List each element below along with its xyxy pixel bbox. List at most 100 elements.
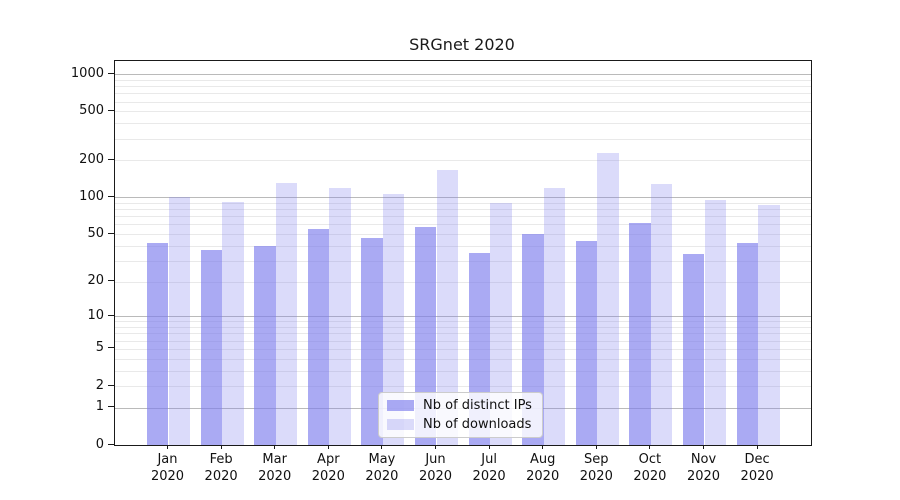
bar-distinct-ips-may: [361, 238, 383, 445]
y-tick-mark: [108, 280, 114, 282]
bar-downloads-jan: [168, 197, 191, 445]
minor-gridline: [115, 327, 811, 329]
x-tick-label: Oct 2020: [633, 452, 667, 484]
y-tick-label: 0: [95, 436, 104, 452]
y-tick-label: 1: [95, 399, 104, 415]
bar-distinct-ips-mar: [254, 245, 276, 445]
x-tick-mark: [649, 445, 651, 449]
x-tick-label: Sep 2020: [579, 452, 613, 484]
x-tick-mark: [595, 445, 597, 449]
x-tick-label: Jan 2020: [150, 452, 185, 484]
y-tick-mark: [108, 72, 114, 74]
minor-gridline: [115, 224, 811, 226]
minor-gridline: [115, 348, 811, 350]
x-tick-mark: [703, 445, 704, 449]
y-tick-mark: [108, 109, 114, 111]
bar-distinct-ips-apr: [307, 229, 330, 445]
minor-gridline: [115, 333, 811, 335]
legend-item-downloads: Nb of downloads: [387, 417, 532, 432]
minor-gridline: [115, 260, 811, 262]
x-tick-label: Dec 2020: [740, 452, 774, 484]
bar-downloads-aug: [543, 188, 566, 445]
y-tick-mark: [108, 232, 114, 234]
y-tick-label: 100: [79, 188, 104, 204]
x-tick-mark: [756, 445, 758, 449]
minor-gridline: [115, 86, 811, 88]
bar-downloads-nov: [704, 200, 727, 445]
y-tick-mark: [108, 314, 114, 316]
x-tick-label: Nov 2020: [686, 452, 721, 484]
bar-distinct-ips-dec: [736, 243, 759, 445]
y-tick-label: 200: [79, 151, 104, 167]
bar-distinct-ips-feb: [200, 249, 223, 445]
legend-label-distinct-ips: Nb of distinct IPs: [423, 398, 532, 413]
bar-distinct-ips-nov: [682, 254, 705, 445]
minor-gridline: [115, 386, 811, 387]
y-tick-label: 50: [87, 225, 104, 241]
y-tick-mark: [108, 347, 114, 349]
x-tick-mark: [220, 445, 222, 449]
legend-swatch-downloads: [387, 419, 414, 430]
x-tick-mark: [274, 445, 276, 449]
bar-downloads-feb: [222, 201, 244, 445]
minor-gridline: [115, 370, 811, 372]
y-tick-mark: [108, 158, 114, 160]
legend-label-downloads: Nb of downloads: [423, 417, 532, 432]
bar-downloads-oct: [650, 184, 673, 445]
major-gridline: [115, 197, 811, 199]
minor-gridline: [115, 160, 811, 162]
x-tick-mark: [327, 445, 329, 449]
y-tick-mark: [108, 443, 114, 445]
minor-gridline: [115, 216, 811, 218]
minor-gridline: [115, 340, 811, 342]
plot-area: [114, 60, 812, 446]
chart-title: SRGnet 2020: [409, 35, 515, 54]
legend-swatch-distinct-ips: [387, 400, 414, 411]
legend: Nb of distinct IPs Nb of downloads: [378, 392, 543, 438]
x-tick-label: Feb 2020: [204, 452, 238, 484]
bar-downloads-sep: [597, 152, 619, 445]
bar-downloads-dec: [758, 205, 780, 445]
bar-downloads-may: [382, 193, 405, 445]
minor-gridline: [115, 209, 811, 211]
y-tick-label: 10: [87, 307, 104, 323]
y-tick-label: 2: [95, 377, 104, 393]
x-tick-label: May 2020: [365, 452, 399, 484]
minor-gridline: [115, 321, 811, 323]
bar-downloads-apr: [329, 187, 351, 445]
bar-downloads-jun: [436, 170, 459, 445]
minor-gridline: [115, 123, 811, 125]
x-tick-mark: [435, 445, 436, 449]
bar-distinct-ips-jun: [414, 227, 437, 445]
bar-distinct-ips-jan: [146, 243, 169, 445]
bar-downloads-jul: [490, 202, 512, 445]
x-tick-mark: [488, 445, 490, 449]
bar-downloads-mar: [275, 183, 298, 445]
x-tick-label: Apr 2020: [311, 452, 345, 484]
x-tick-mark: [167, 445, 168, 449]
y-tick-label: 20: [87, 273, 104, 289]
y-tick-label: 500: [79, 102, 104, 118]
x-tick-label: Mar 2020: [258, 452, 292, 484]
minor-gridline: [115, 79, 811, 81]
x-tick-label: Jun 2020: [418, 452, 453, 484]
minor-gridline: [115, 93, 811, 95]
minor-gridline: [115, 234, 811, 235]
minor-gridline: [115, 202, 811, 204]
major-gridline: [115, 74, 811, 76]
minor-gridline: [115, 101, 811, 103]
minor-gridline: [115, 281, 811, 283]
minor-gridline: [115, 138, 811, 140]
y-tick-mark: [108, 384, 114, 386]
x-tick-mark: [542, 445, 544, 449]
legend-item-distinct-ips: Nb of distinct IPs: [387, 398, 532, 413]
major-gridline: [115, 316, 811, 318]
bar-distinct-ips-sep: [575, 240, 598, 445]
minor-gridline: [115, 358, 811, 360]
y-tick-label: 5: [95, 340, 104, 356]
minor-gridline: [115, 245, 811, 247]
x-tick-label: Jul 2020: [472, 452, 506, 484]
y-tick-mark: [108, 195, 114, 197]
y-tick-mark: [108, 406, 114, 408]
